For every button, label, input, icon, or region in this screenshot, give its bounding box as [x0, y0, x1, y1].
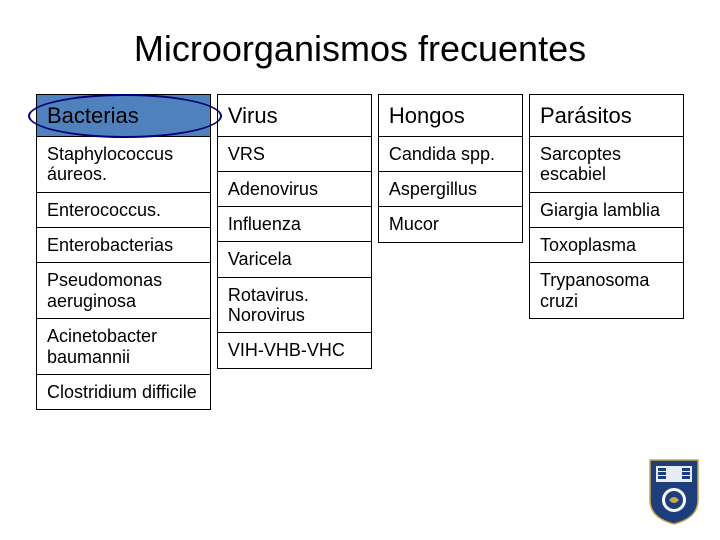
column-virus: Virus VRS Adenovirus Influenza Varicela … [217, 94, 372, 368]
cell: Giargia lamblia [529, 192, 684, 229]
cell: Trypanosoma cruzi [529, 262, 684, 319]
col-header-hongos: Hongos [378, 94, 523, 137]
col-header-parasitos: Parásitos [529, 94, 684, 137]
col-header-bacterias: Bacterias [36, 94, 211, 137]
column-bacterias: Bacterias Staphylococcus áureos. Enteroc… [36, 94, 211, 409]
page-title: Microorganismos frecuentes [0, 0, 720, 94]
col-header-virus: Virus [217, 94, 372, 137]
cell: Enterococcus. [36, 192, 211, 229]
cell: VRS [217, 136, 372, 173]
university-logo [646, 456, 702, 526]
columns-container: Bacterias Staphylococcus áureos. Enteroc… [0, 94, 720, 409]
column-hongos: Hongos Candida spp. Aspergillus Mucor [378, 94, 523, 241]
cell: Varicela [217, 241, 372, 278]
cell: Candida spp. [378, 136, 523, 173]
cell: Clostridium difficile [36, 374, 211, 411]
column-parasitos: Parásitos Sarcoptes escabiel Giargia lam… [529, 94, 684, 318]
cell: Toxoplasma [529, 227, 684, 264]
cell: Mucor [378, 206, 523, 243]
cell: Staphylococcus áureos. [36, 136, 211, 193]
cell: Enterobacterias [36, 227, 211, 264]
cell: VIH-VHB-VHC [217, 332, 372, 369]
cell: Influenza [217, 206, 372, 243]
cell: Adenovirus [217, 171, 372, 208]
cell: Aspergillus [378, 171, 523, 208]
cell: Acinetobacter baumannii [36, 318, 211, 375]
cell: Pseudomonas aeruginosa [36, 262, 211, 319]
cell: Sarcoptes escabiel [529, 136, 684, 193]
cell: Rotavirus. Norovirus [217, 277, 372, 334]
